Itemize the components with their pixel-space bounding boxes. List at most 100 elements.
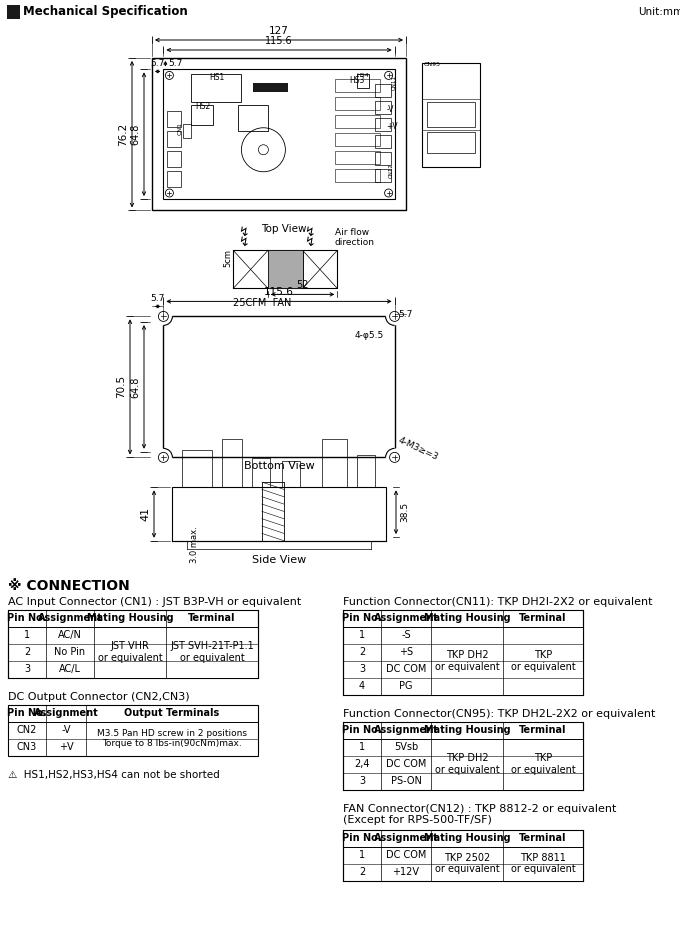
Text: 3.0 max.: 3.0 max.	[190, 526, 199, 563]
Text: 52: 52	[296, 281, 309, 290]
Circle shape	[386, 307, 404, 326]
Bar	[94, 627, 166, 678]
Text: Assignment: Assignment	[37, 613, 103, 623]
Text: Function Connector(CN11): TKP DH2I-2X2 or equivalent: Function Connector(CN11): TKP DH2I-2X2 o…	[343, 597, 653, 607]
Bar	[431, 739, 503, 790]
Text: TKP 2502
or equivalent: TKP 2502 or equivalent	[435, 853, 499, 874]
Text: 2,4: 2,4	[354, 759, 370, 769]
Text: Terminal: Terminal	[520, 725, 566, 735]
Text: 1: 1	[359, 742, 365, 753]
Text: DC COM: DC COM	[386, 759, 426, 769]
Bar	[375, 169, 390, 183]
Bar	[7, 5, 20, 19]
Bar	[343, 829, 583, 881]
Bar	[335, 97, 379, 110]
Text: 4: 4	[359, 681, 365, 691]
Text: 25CFM  FAN: 25CFM FAN	[233, 299, 292, 308]
Bar	[163, 316, 394, 458]
Text: +S: +S	[399, 647, 413, 657]
Text: 76.2: 76.2	[118, 123, 128, 146]
Text: HS4: HS4	[356, 73, 369, 79]
Bar	[191, 106, 214, 125]
Bar	[503, 739, 583, 790]
Bar	[335, 80, 379, 93]
Bar	[356, 74, 369, 88]
Bar	[375, 136, 390, 149]
Text: Assignment: Assignment	[373, 725, 439, 735]
Text: Terminal: Terminal	[520, 833, 566, 843]
Text: 3: 3	[24, 665, 30, 674]
Bar	[191, 74, 241, 102]
Text: 5.7: 5.7	[150, 59, 165, 68]
Text: CN11: CN11	[392, 76, 396, 91]
Text: TKP 8811
or equivalent: TKP 8811 or equivalent	[511, 853, 575, 874]
Text: -V: -V	[387, 106, 394, 114]
Text: Bottom View: Bottom View	[243, 461, 314, 472]
Text: Assignment: Assignment	[373, 613, 439, 623]
Text: HS1: HS1	[209, 73, 224, 82]
Bar	[239, 106, 269, 131]
Bar	[167, 131, 182, 147]
Text: Mating Housing: Mating Housing	[424, 613, 510, 623]
Text: JST VHR
or equivalent: JST VHR or equivalent	[98, 641, 163, 663]
Text: TKP
or equivalent: TKP or equivalent	[511, 753, 575, 775]
Text: Output Terminals: Output Terminals	[124, 709, 220, 718]
Bar	[184, 124, 191, 139]
Text: 115.6: 115.6	[265, 36, 293, 46]
Text: 5.7: 5.7	[398, 310, 413, 319]
Text: -S: -S	[401, 630, 411, 640]
Bar	[252, 458, 270, 488]
Text: CN12: CN12	[388, 163, 394, 178]
Text: AC/N: AC/N	[58, 630, 82, 640]
Text: PS-ON: PS-ON	[390, 776, 422, 786]
Bar	[167, 171, 182, 187]
Text: PG: PG	[399, 681, 413, 691]
Bar	[503, 627, 583, 695]
Bar	[431, 627, 503, 695]
Bar	[335, 115, 379, 128]
Text: 64.8: 64.8	[130, 376, 140, 398]
Text: M3.5 Pan HD screw in 2 positions
Torque to 8 lbs-in(90cNm)max.: M3.5 Pan HD screw in 2 positions Torque …	[97, 729, 247, 749]
Text: DC COM: DC COM	[386, 665, 426, 674]
Text: HS3: HS3	[349, 77, 364, 85]
Bar	[172, 488, 386, 541]
Text: CN3: CN3	[17, 742, 37, 753]
Text: JST SVH-21T-P1.1
or equivalent: JST SVH-21T-P1.1 or equivalent	[170, 641, 254, 663]
Text: +V: +V	[387, 123, 398, 131]
Text: Pin No.: Pin No.	[342, 613, 381, 623]
Bar	[422, 63, 480, 167]
Bar	[335, 169, 379, 183]
Text: Unit:mm: Unit:mm	[638, 7, 680, 17]
Bar	[233, 251, 337, 288]
Text: FAN Connector(CN12) : TKP 8812-2 or equivalent
(Except for RPS-500-TF/SF): FAN Connector(CN12) : TKP 8812-2 or equi…	[343, 804, 616, 826]
Bar	[8, 705, 258, 755]
Text: Terminal: Terminal	[188, 613, 236, 623]
Text: 127: 127	[269, 26, 289, 36]
Bar	[322, 439, 347, 488]
Bar	[335, 152, 379, 165]
Text: ↯: ↯	[238, 236, 249, 249]
Text: Mating Housing: Mating Housing	[86, 613, 173, 623]
Text: DC COM: DC COM	[386, 850, 426, 860]
Bar	[375, 153, 390, 166]
Text: direction: direction	[335, 238, 375, 247]
Text: 5cm: 5cm	[224, 249, 233, 268]
Bar	[182, 450, 212, 488]
Text: AC Input Connector (CN1) : JST B3P-VH or equivalent: AC Input Connector (CN1) : JST B3P-VH or…	[8, 597, 301, 607]
Bar	[375, 101, 390, 114]
Text: HS2: HS2	[194, 102, 210, 111]
Bar	[282, 461, 300, 488]
Text: Function Connector(CN95): TKP DH2L-2X2 or equivalent: Function Connector(CN95): TKP DH2L-2X2 o…	[343, 709, 656, 719]
Bar	[503, 847, 583, 881]
Text: 2: 2	[24, 647, 30, 657]
Text: DC Output Connector (CN2,CN3): DC Output Connector (CN2,CN3)	[8, 692, 190, 702]
Bar	[303, 251, 337, 288]
Text: -V: -V	[61, 725, 71, 735]
Bar	[431, 847, 503, 881]
Bar	[343, 609, 583, 695]
Text: Assignment: Assignment	[373, 833, 439, 843]
Text: No Pin: No Pin	[54, 647, 86, 657]
Text: Top View: Top View	[261, 225, 307, 234]
Text: 3: 3	[359, 776, 365, 786]
Text: Side View: Side View	[252, 555, 306, 564]
